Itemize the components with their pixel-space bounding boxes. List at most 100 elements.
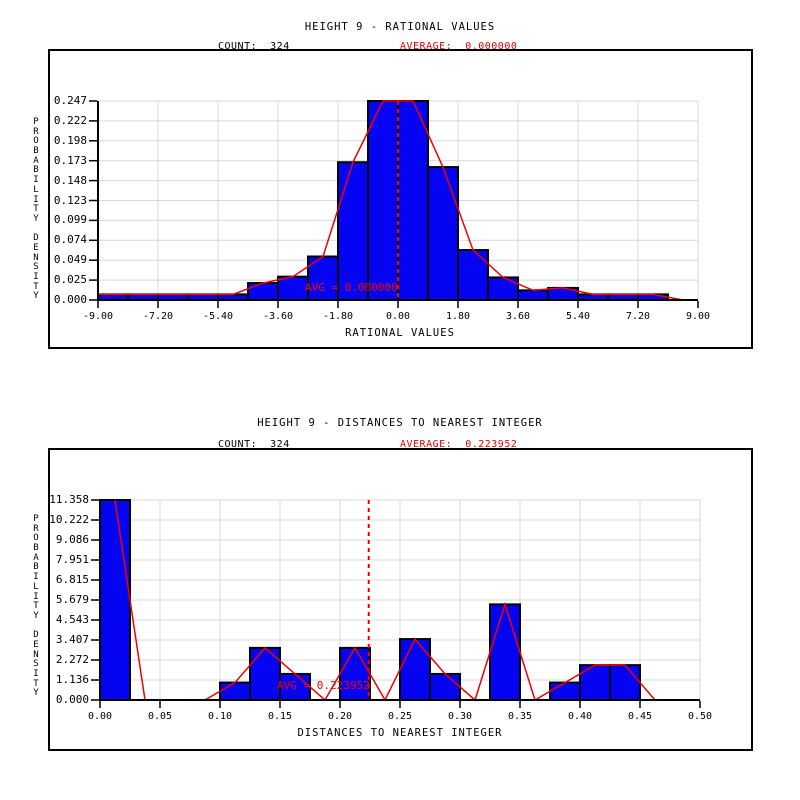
yaxis-title-char: Y (33, 213, 39, 224)
chart2-count-label: COUNT: 324 (218, 439, 290, 450)
yaxis-title-char: L (33, 184, 39, 195)
yaxis-title-char: I (33, 669, 39, 679)
x-tick-label: 0.25 (387, 711, 413, 722)
yaxis-title-char: A (33, 552, 39, 563)
yaxis-title-char: I (33, 272, 39, 282)
yaxis-title-char: E (33, 639, 39, 650)
y-tick-label: 6.815 (55, 573, 89, 586)
y-tick-label: 10.222 (49, 513, 89, 526)
y-tick-label: 0.123 (53, 193, 87, 207)
yaxis-title-char: L (33, 581, 39, 592)
histogram-bar (247, 282, 279, 301)
yaxis-title-char: P (33, 514, 39, 524)
yaxis-title-char: B (33, 146, 39, 157)
chart1-average-label: AVERAGE: 0.000000 (400, 41, 518, 52)
y-tick-label: 2.272 (55, 653, 89, 666)
chart2-average-label: AVERAGE: 0.223952 (400, 439, 518, 450)
yaxis-title-char: T (33, 281, 39, 292)
x-tick-label: 0.35 (507, 711, 533, 722)
yaxis-title-char: O (33, 533, 39, 544)
yaxis-title-char: T (33, 601, 39, 612)
yaxis-title-char: I (33, 194, 39, 205)
histogram-bar (249, 646, 281, 702)
x-tick-label: 0.45 (627, 711, 653, 722)
x-tick-label: -9.00 (82, 311, 114, 322)
x-tick-label: 0.40 (567, 711, 593, 722)
yaxis-title-char: Y (33, 291, 39, 302)
x-tick-label: 0.20 (327, 711, 353, 722)
yaxis-title-char: I (33, 591, 39, 602)
y-tick-label: 0.025 (53, 273, 87, 287)
y-tick-label: 0.198 (53, 133, 87, 147)
y-tick-label: 1.136 (55, 673, 89, 686)
histogram-bar (219, 681, 251, 702)
yaxis-title-char: D (33, 233, 39, 244)
y-tick-label: 0.222 (53, 113, 87, 127)
x-tick-label: 5.40 (565, 311, 591, 322)
histogram-bar (609, 664, 641, 701)
chart1-title: HEIGHT 9 - RATIONAL VALUES (304, 21, 496, 33)
y-tick-label: 9.086 (55, 533, 89, 546)
chart2-xaxis-title: DISTANCES TO NEAREST INTEGER (297, 727, 503, 739)
y-tick-label: 0.000 (55, 693, 89, 706)
x-tick-label: 0.10 (207, 711, 233, 722)
y-tick-label: 0.148 (53, 173, 87, 187)
histogram-bar (429, 672, 461, 702)
y-tick-label: 11.358 (49, 493, 89, 506)
x-tick-label: 7.20 (625, 311, 651, 322)
histogram-bar (337, 161, 369, 301)
yaxis-title-char: N (33, 649, 39, 660)
chart1-xaxis-title: RATIONAL VALUES (345, 327, 455, 339)
y-tick-label: 3.407 (55, 633, 89, 646)
y-tick-label: 0.000 (53, 293, 87, 306)
yaxis-title-char: A (33, 155, 39, 166)
yaxis-title-char: D (33, 630, 39, 641)
yaxis-title-char: O (33, 136, 39, 147)
histogram-bar (277, 275, 309, 301)
yaxis-title-char: S (33, 659, 39, 670)
yaxis-title-char: Y (33, 688, 39, 699)
histogram-bar (549, 681, 581, 702)
yaxis-title-char: T (33, 204, 39, 215)
x-tick-label: 0.50 (687, 711, 713, 722)
x-tick-label: -3.60 (262, 311, 294, 322)
x-tick-label: -7.20 (142, 311, 174, 322)
y-tick-label: 7.951 (55, 553, 89, 566)
yaxis-title-char: S (33, 262, 39, 273)
chart1-count-label: COUNT: 324 (218, 41, 290, 52)
chart1-avg-annotation: AVG = 0.000000 (305, 281, 398, 294)
x-tick-label: 0.00 (87, 711, 113, 722)
x-tick-label: 3.60 (505, 311, 531, 322)
yaxis-title-char: I (33, 175, 39, 186)
y-tick-label: 5.679 (55, 593, 89, 606)
y-tick-label: 0.173 (53, 153, 87, 167)
yaxis-title-char: E (33, 242, 39, 253)
histogram-bar (397, 100, 429, 301)
chart2-title: HEIGHT 9 - DISTANCES TO NEAREST INTEGER (257, 417, 543, 429)
y-tick-label: 0.247 (53, 94, 87, 107)
histogram-bar (489, 603, 521, 702)
histogram-bar (99, 499, 131, 701)
histogram-bar (487, 276, 519, 301)
yaxis-title-char: I (33, 572, 39, 583)
yaxis-title-char: Y (33, 610, 39, 621)
chart2-frame-box (48, 448, 753, 751)
yaxis-title-char: R (33, 523, 39, 534)
chart1-frame-box (48, 49, 753, 349)
yaxis-title-char: B (33, 543, 39, 554)
yaxis-title-char: B (33, 562, 39, 573)
y-tick-label: 0.074 (53, 233, 87, 247)
x-tick-label: -1.80 (322, 311, 354, 322)
y-tick-label: 4.543 (55, 613, 89, 626)
y-tick-label: 0.049 (53, 253, 87, 267)
yaxis-title-char: B (33, 165, 39, 176)
x-tick-label: 0.00 (385, 311, 411, 322)
x-tick-label: -5.40 (202, 311, 234, 322)
yaxis-title-char: R (33, 126, 39, 137)
frequency-polygon-curve (98, 100, 684, 301)
x-tick-label: 9.00 (685, 311, 711, 322)
yaxis-title-char: P (33, 117, 39, 127)
